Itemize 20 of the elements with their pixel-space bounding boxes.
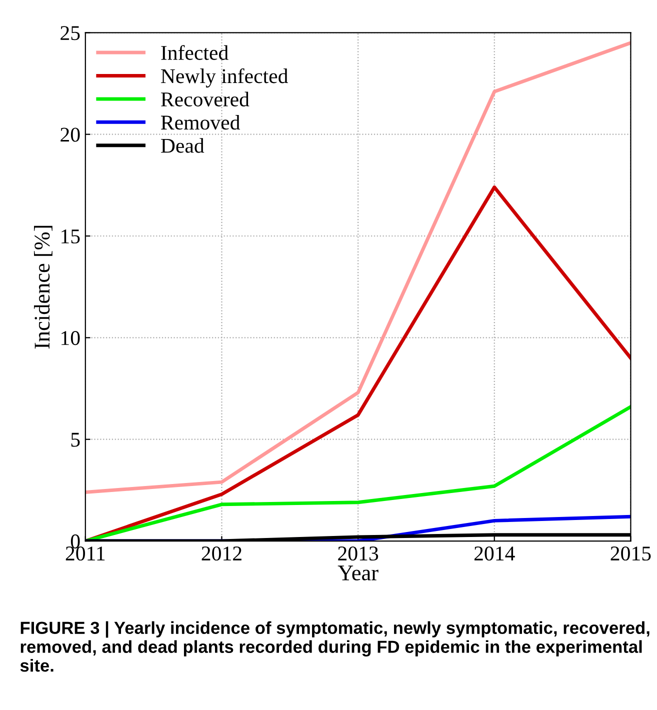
- x-tick-label: 2012: [202, 546, 242, 561]
- y-tick-label: 5: [71, 432, 80, 447]
- y-tick-label: 0: [70, 534, 80, 548]
- legend-label: Newly infected: [161, 68, 288, 88]
- x-axis-title: Year: [338, 566, 378, 580]
- legend-label: Recovered: [161, 92, 250, 106]
- line-series: [85, 41, 631, 494]
- y-tick-label: 25: [60, 26, 80, 40]
- caption: FIGURE 3 | Yearly incidence of symptomatic, newly symptomatic, recovered, removed, and dead plants recorded during FD epidemic in the experimental site.: [20, 621, 650, 672]
- x-tick-label: 2011: [66, 546, 105, 561]
- y-tick-label: 15: [62, 229, 80, 244]
- x-tick-label: 2013: [338, 546, 378, 561]
- y-axis-title: Incidence [%]: [34, 226, 52, 349]
- y-tick-label: 20: [60, 128, 80, 142]
- y-tick-label: 10: [62, 331, 80, 346]
- x-tick-label: 2015: [610, 546, 651, 561]
- x-tick-label: 2014: [474, 546, 515, 561]
- legend-label: Dead: [161, 138, 204, 153]
- legend-label: Infected: [161, 45, 228, 60]
- legend-label: Removed: [161, 114, 240, 130]
